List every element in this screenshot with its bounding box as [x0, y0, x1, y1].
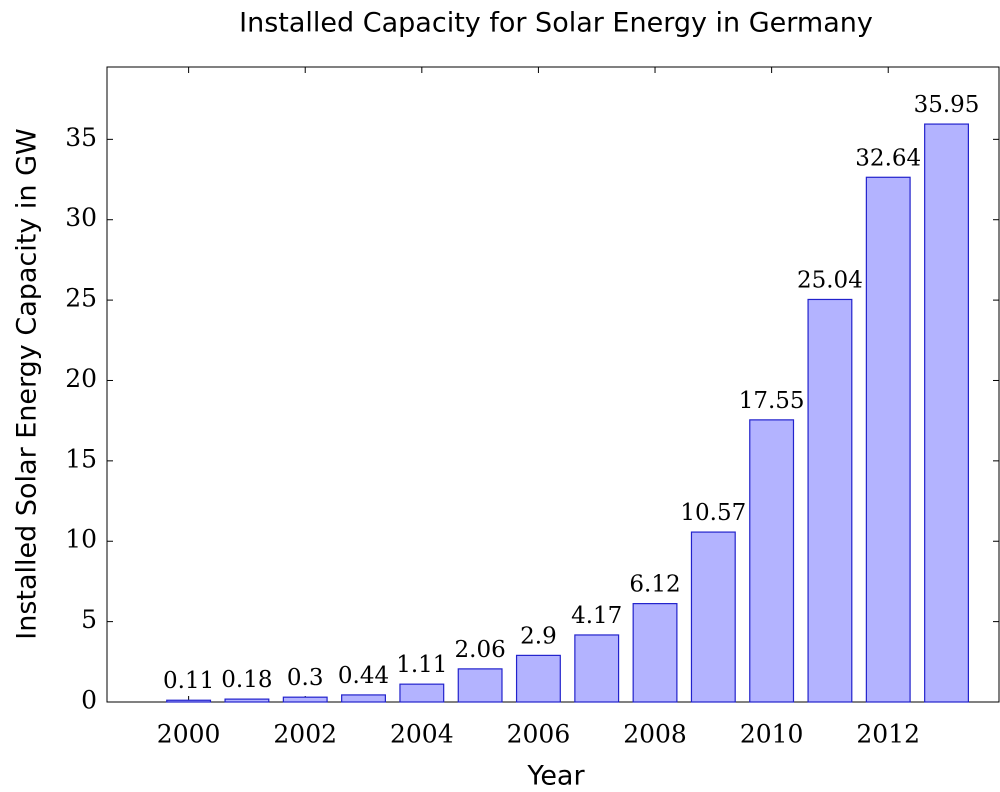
y-tick-label: 10: [65, 525, 97, 554]
data-label: 35.95: [914, 92, 980, 118]
bar: [865, 176, 911, 703]
bar: [166, 699, 212, 703]
x-axis-label: Year: [526, 761, 585, 792]
bar: [341, 694, 386, 703]
y-tick-label: 0: [81, 686, 97, 715]
bar: [632, 603, 678, 703]
y-tick-label: 5: [81, 605, 97, 634]
chart-title: Installed Capacity for Solar Energy in G…: [239, 8, 873, 39]
data-label: 32.64: [855, 145, 921, 171]
bar: [399, 683, 445, 703]
x-tick-label: 2004: [390, 720, 454, 749]
x-tick-label: 2002: [273, 720, 337, 749]
bar: [749, 419, 795, 703]
y-tick-label: 25: [65, 284, 97, 313]
y-tick-label: 15: [65, 444, 97, 473]
data-label: 10.57: [680, 500, 746, 526]
x-tick-label: 2010: [740, 720, 804, 749]
y-tick-label: 30: [65, 203, 97, 232]
y-axis-label: Installed Solar Energy Capacity in GW: [12, 128, 43, 640]
bar: [807, 298, 853, 703]
data-label: 0.11: [163, 668, 214, 694]
bar: [224, 698, 270, 703]
data-label: 4.17: [571, 603, 622, 629]
data-label: 17.55: [739, 388, 805, 414]
data-label: 2.9: [520, 623, 557, 649]
bar: [515, 654, 561, 703]
bar: [924, 123, 969, 703]
x-tick-label: 2006: [507, 720, 571, 749]
x-tick-label: 2012: [856, 720, 920, 749]
y-tick-label: 20: [65, 364, 97, 393]
x-tick-label: 2000: [157, 720, 221, 749]
bar: [457, 668, 503, 703]
x-tick-label: 2008: [623, 720, 687, 749]
y-tick-label: 35: [65, 123, 97, 152]
data-label: 0.18: [221, 667, 272, 693]
data-label: 6.12: [629, 572, 680, 598]
data-label: 0.44: [338, 663, 389, 689]
bar: [574, 634, 620, 703]
data-label: 1.11: [396, 652, 447, 678]
bar: [282, 696, 328, 703]
data-label: 2.06: [455, 637, 506, 663]
bar: [690, 531, 736, 703]
data-label: 25.04: [797, 267, 863, 293]
data-label: 0.3: [287, 665, 324, 691]
